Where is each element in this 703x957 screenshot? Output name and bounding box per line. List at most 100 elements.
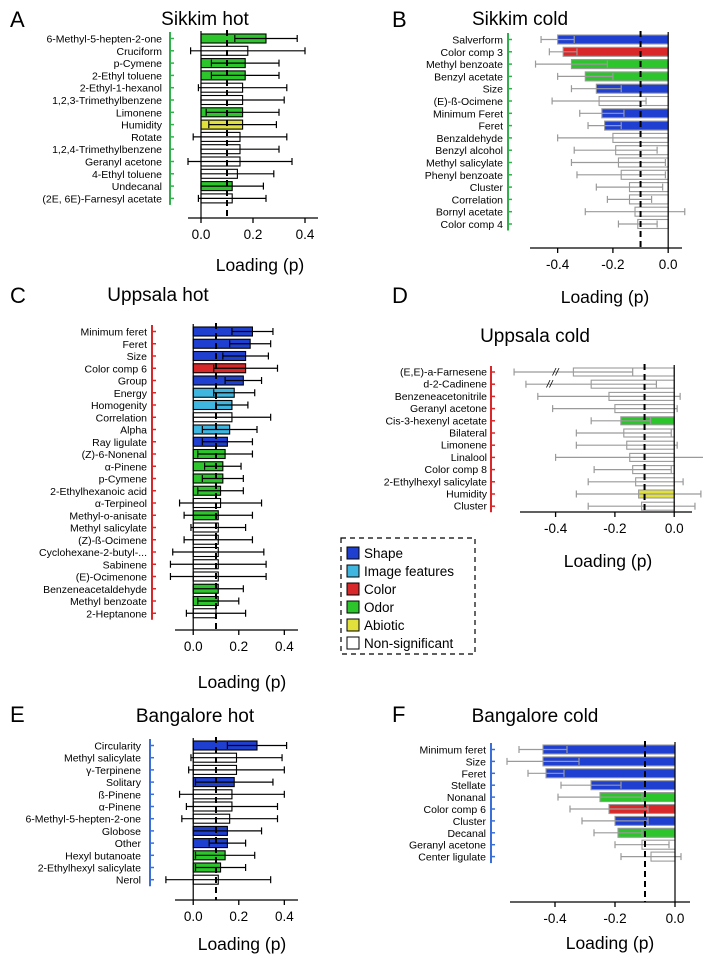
category-label: Methyl salicylate [426,158,503,170]
category-label: Minimum feret [419,745,486,757]
category-label: Feret [122,339,147,351]
category-label: Rotate [131,132,162,144]
category-label: p-Cymene [99,474,148,486]
category-label: Benzyl acetate [434,71,503,83]
category-label: Benzaldehyde [436,133,503,145]
category-label: (E,E)-a-Farnesene [400,367,487,379]
category-label: Salverform [452,35,503,47]
category-label: Decanal [447,828,486,840]
x-tick-label: 0.2 [229,639,248,654]
category-label: α-Pinene [105,461,147,473]
category-label: Feret [461,768,486,780]
category-label: (Z)-6-Nonenal [82,449,147,461]
legend-swatch [346,582,360,596]
x-tick-label: 0.0 [659,257,678,272]
category-label: 2-Ethyl toluene [92,70,162,82]
category-label: 2-Ethyl-1-hexanol [80,83,162,95]
category-label: Methyl-o-anisate [69,510,147,522]
category-label: Correlation [96,412,148,424]
panel-A: A Sikkim hot Loading (p) [10,7,304,275]
category-label: (E)-Ocimenone [76,572,147,584]
category-label: 1,2,3-Trimethylbenzene [52,95,162,107]
category-label: Center ligulate [418,852,486,864]
category-label: Cluster [454,501,488,513]
x-axis-label: Loading (p) [561,287,650,307]
panel-D: D Uppsala cold Loading (p) [392,283,652,571]
category-label: Hexyl butanoate [65,850,141,862]
plots-layer: 0.0 0.2 0.46-Methyl-5-hepten-2-oneCrucifor… [25,30,703,926]
category-label: 2-Ethylhexyl salicylate [38,863,141,875]
category-label: Minimum feret [80,327,147,339]
category-label: Limonene [116,107,162,119]
category-label: Cis-3-hexenyl acetate [385,415,487,427]
x-tick-label: 0.2 [229,909,248,924]
category-bracket [507,33,512,231]
category-label: Geranyl acetone [85,157,162,169]
category-label: p-Cymene [114,58,163,70]
bar-F-3 [545,768,676,779]
category-label: Size [466,756,487,768]
panel-title: Uppsala cold [480,326,590,347]
category-label: Size [483,84,504,96]
chart-F: -0.4 -0.2 0.0 Minimum feretSizeFeretStellat… [409,741,690,926]
category-label: 6-Methyl-5-hepten-2-one [25,814,141,826]
panel-letter: F [392,702,405,727]
x-axis-label: Loading (p) [216,255,305,275]
x-tick-label: 0.0 [192,227,211,242]
legend-swatch [346,546,360,560]
x-tick-label: -0.2 [603,521,626,536]
category-label: Ray ligulate [92,437,147,449]
legend-label: Color [364,582,397,597]
panel-title: Bangalore hot [136,706,255,727]
category-label: Size [127,351,148,363]
legend-item-non-significant: Non-significant [346,636,454,651]
legend-swatch [346,636,360,650]
category-label: (Z)-ß-Ocimene [78,535,147,547]
category-label: Cruciform [116,46,162,58]
axis-break-mark: // [546,379,554,391]
category-label: α-Pinene [99,802,141,814]
category-label: Group [118,376,147,388]
category-label: Limonene [441,440,487,452]
x-tick-label: -0.4 [544,521,568,536]
x-tick-label: 0.0 [665,521,684,536]
category-label: α-Terpineol [95,498,147,510]
panel-title: Sikkim hot [161,9,249,30]
panel-letter: E [10,702,25,727]
legend-label: Shape [364,546,403,561]
category-label: Alpha [120,425,147,437]
panel-B: B Sikkim cold Loading (p) [392,7,649,307]
category-label: Humidity [446,489,488,501]
category-bracket [169,32,174,205]
category-label: 4-Ethyl toluene [92,169,162,181]
x-axis-label: Loading (p) [198,672,287,692]
category-label: Methyl benzoate [70,596,147,608]
category-label: Energy [114,388,148,400]
category-label: Methyl benzoate [426,59,503,71]
category-label: Other [115,838,142,850]
x-axis-label: Loading (p) [564,551,653,571]
legend-swatch [346,618,360,632]
category-bracket [490,366,495,513]
category-label: (2E, 6E)-Farnesyl acetate [42,193,162,205]
category-label: ß-Pinene [98,789,141,801]
axis-break-mark: // [552,367,560,379]
legend-swatch [346,600,360,614]
category-label: Globose [102,826,141,838]
legend-frame [340,537,476,655]
category-label: Cluster [470,182,504,194]
category-label: 2-Heptanone [86,608,147,620]
category-label: Linalool [451,452,487,464]
x-tick-label: 0.4 [296,227,315,242]
legend-item-abiotic: Abiotic [346,618,405,633]
x-tick-label: 0.0 [184,639,203,654]
x-tick-label: 0.0 [184,909,203,924]
x-tick-label: -0.4 [546,257,570,272]
x-tick-label: 0.4 [275,639,294,654]
category-label: Color comp 6 [85,363,148,375]
legend: Shape Image features Color Odor Abiotic … [340,537,476,655]
x-axis-label: Loading (p) [566,933,655,953]
category-label: Geranyl acetone [409,840,486,852]
category-label: 6-Methyl-5-hepten-2-one [46,34,162,46]
